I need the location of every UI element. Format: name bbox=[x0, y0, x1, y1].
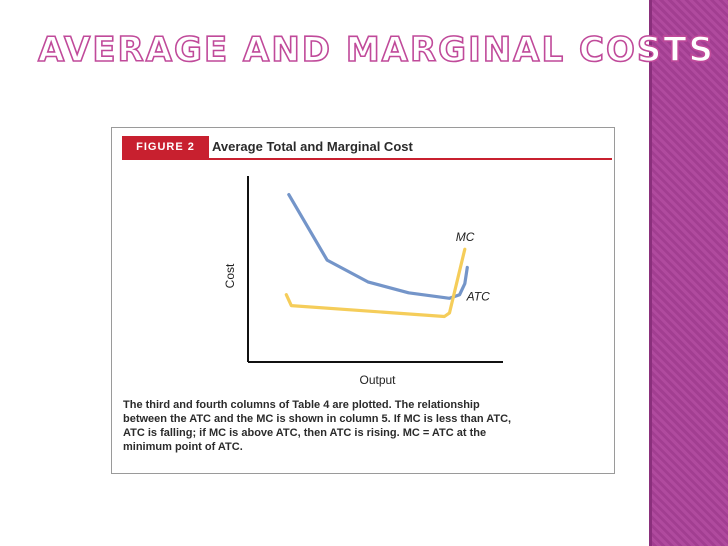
figure-badge: FIGURE 2 bbox=[122, 136, 209, 158]
header-rule bbox=[122, 158, 612, 160]
chart-labels: Output Cost MC ATC bbox=[223, 230, 490, 387]
figure-panel: FIGURE 2 Average Total and Marginal Cost… bbox=[111, 127, 615, 474]
cost-chart: Output Cost MC ATC bbox=[223, 176, 503, 387]
chart-axes bbox=[247, 176, 503, 363]
series-label-atc: ATC bbox=[466, 290, 490, 304]
figure-header: FIGURE 2 Average Total and Marginal Cost bbox=[112, 128, 614, 162]
figure-title: Average Total and Marginal Cost bbox=[212, 139, 413, 154]
slide-title: Average and Marginal Costs bbox=[37, 29, 716, 71]
chart-series bbox=[284, 192, 469, 319]
series-label-mc: MC bbox=[456, 230, 475, 244]
x-axis-label: Output bbox=[359, 373, 396, 387]
series-line-mc bbox=[284, 247, 467, 319]
series-line-atc bbox=[287, 192, 469, 300]
decorative-sidebar bbox=[649, 0, 728, 546]
y-axis-label: Cost bbox=[223, 263, 237, 288]
figure-note: The third and fourth columns of Table 4 … bbox=[123, 399, 512, 453]
sidebar-edge bbox=[649, 0, 652, 546]
